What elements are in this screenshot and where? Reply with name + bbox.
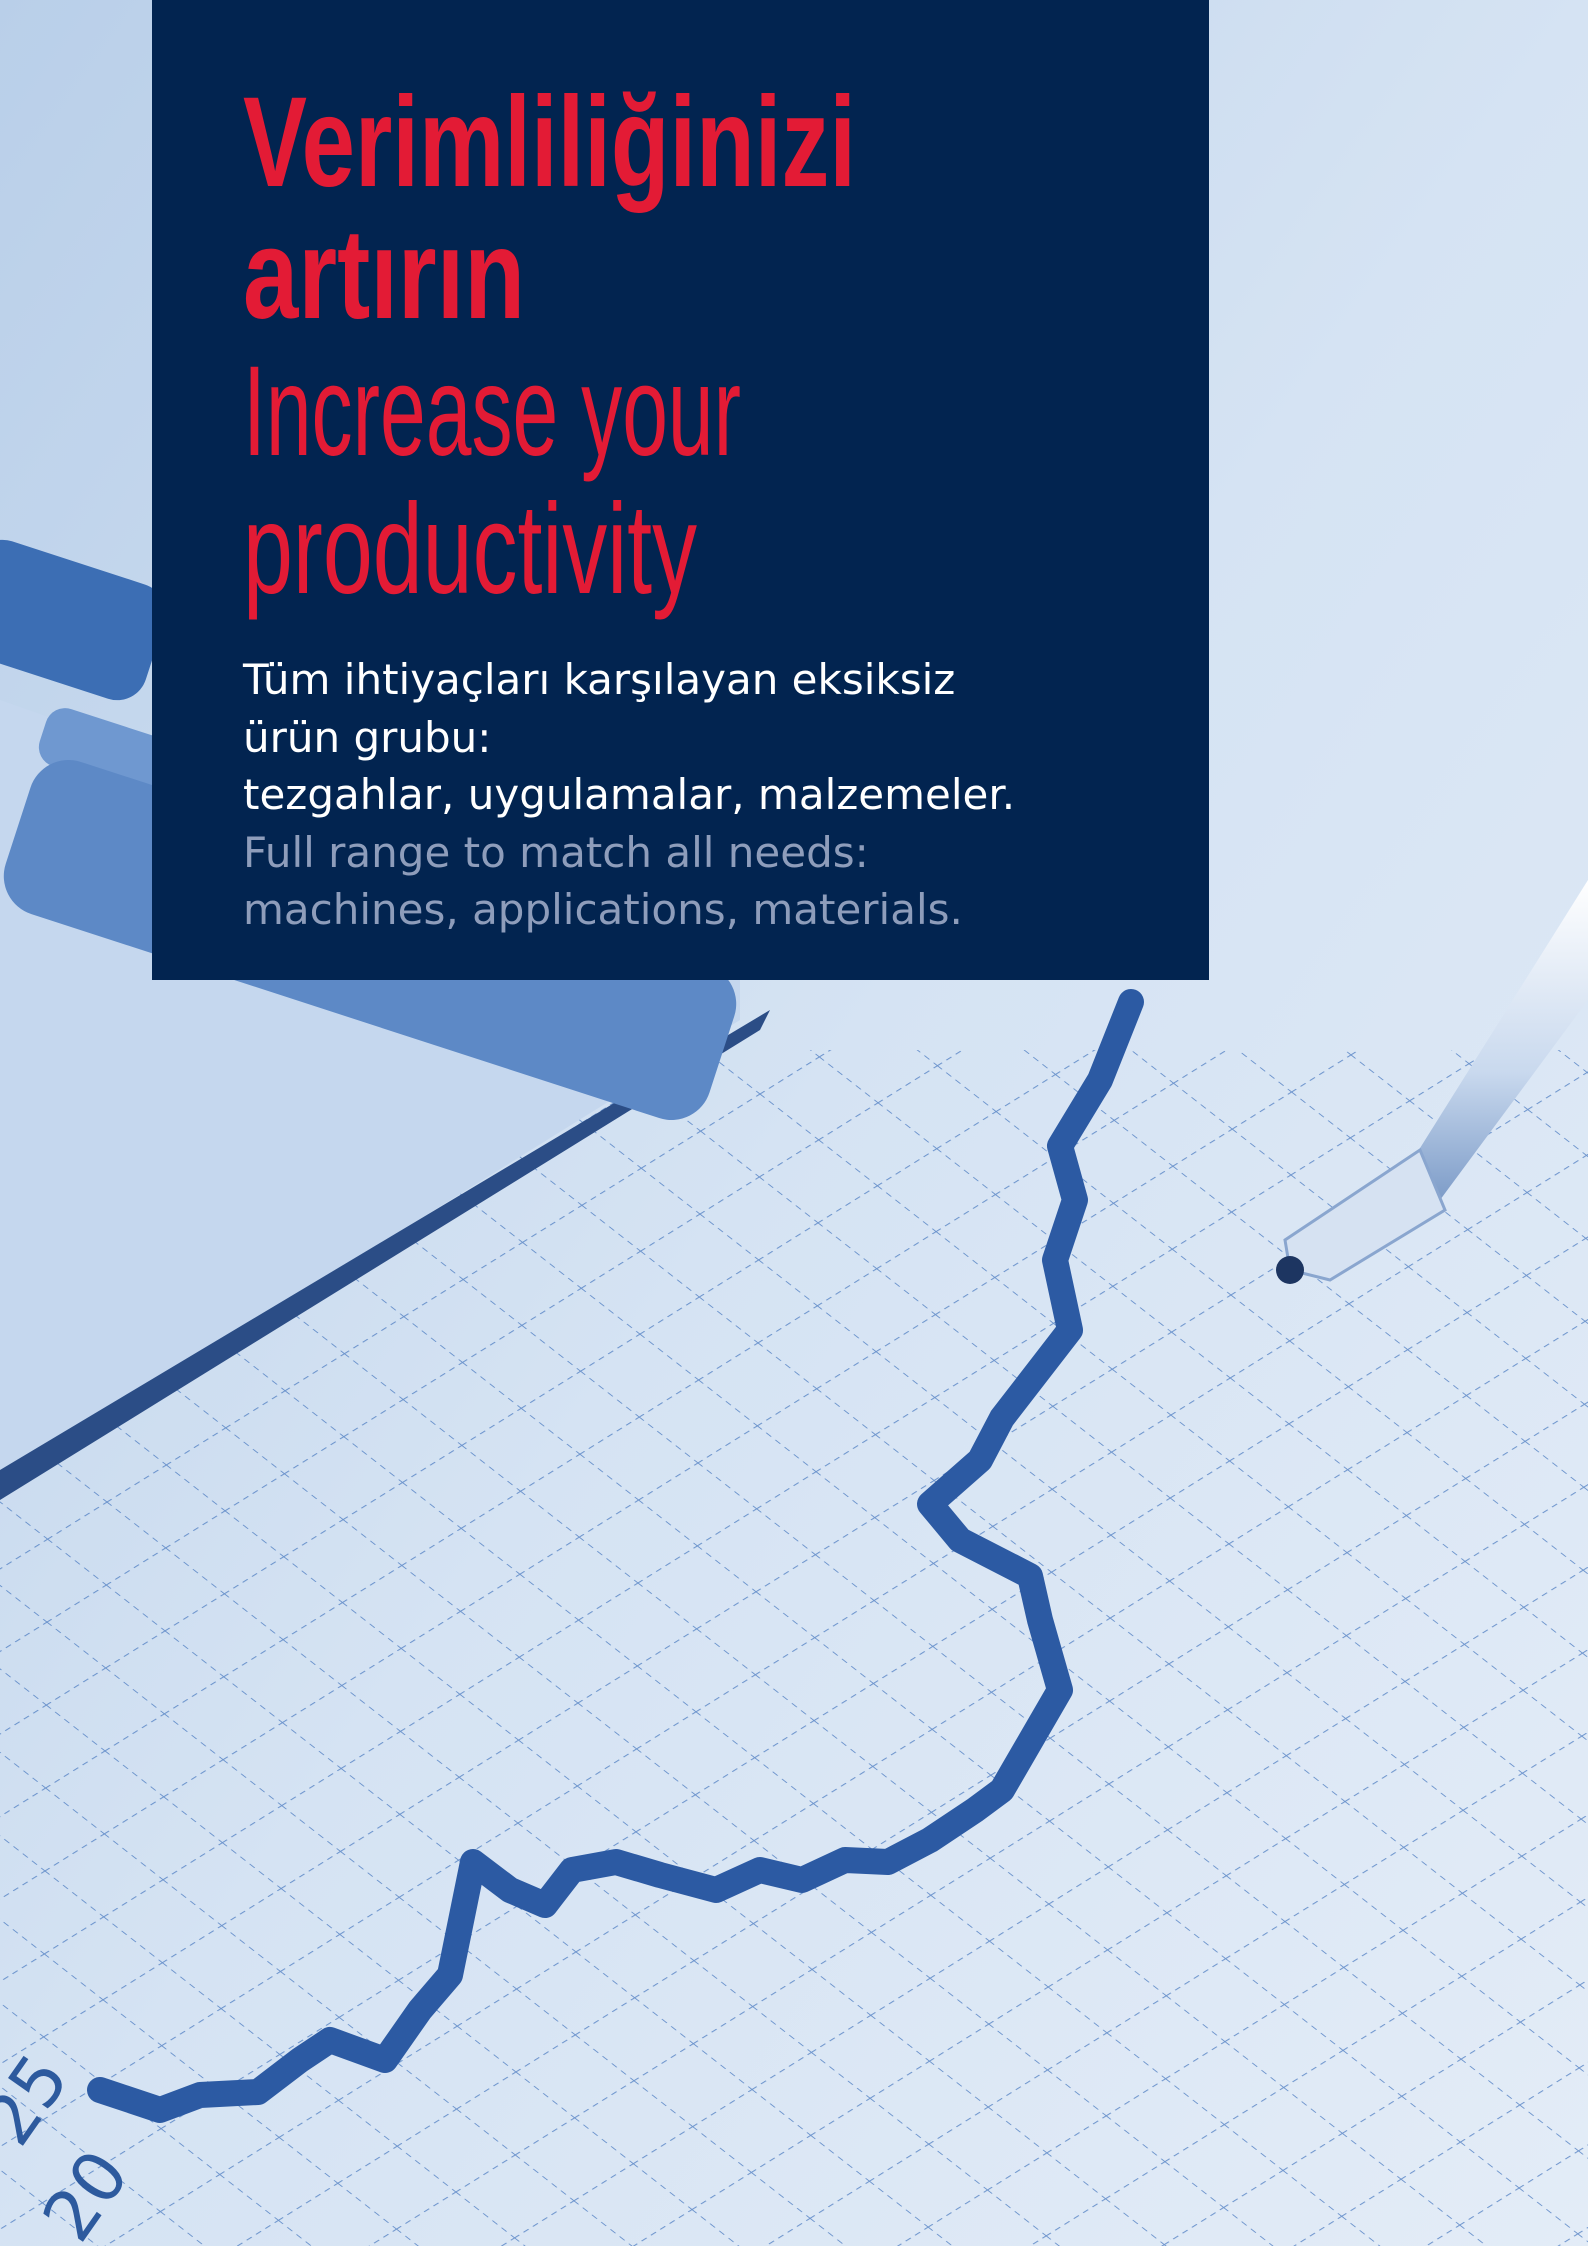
page: 25 20 Verimliliğinizi artırın Increase y… — [0, 0, 1588, 2246]
body-text: Full range to match all needs: — [243, 828, 869, 877]
title-line: artırın — [243, 203, 525, 346]
brochure-page: 25 20 Verimliliğinizi artırın Increase y… — [0, 0, 1588, 2246]
title-line: productivity — [243, 478, 697, 621]
body-text: tezgahlar, uygulamalar, malzemeler. — [243, 770, 1015, 819]
body-text: ürün grubu: — [243, 713, 491, 762]
body-text: Tüm ihtiyaçları karşılayan eksiksiz — [242, 655, 955, 704]
title-line: Verimliliğinizi — [243, 71, 856, 214]
title-line: Increase your — [243, 340, 741, 483]
body-text: machines, applications, materials. — [243, 885, 963, 934]
